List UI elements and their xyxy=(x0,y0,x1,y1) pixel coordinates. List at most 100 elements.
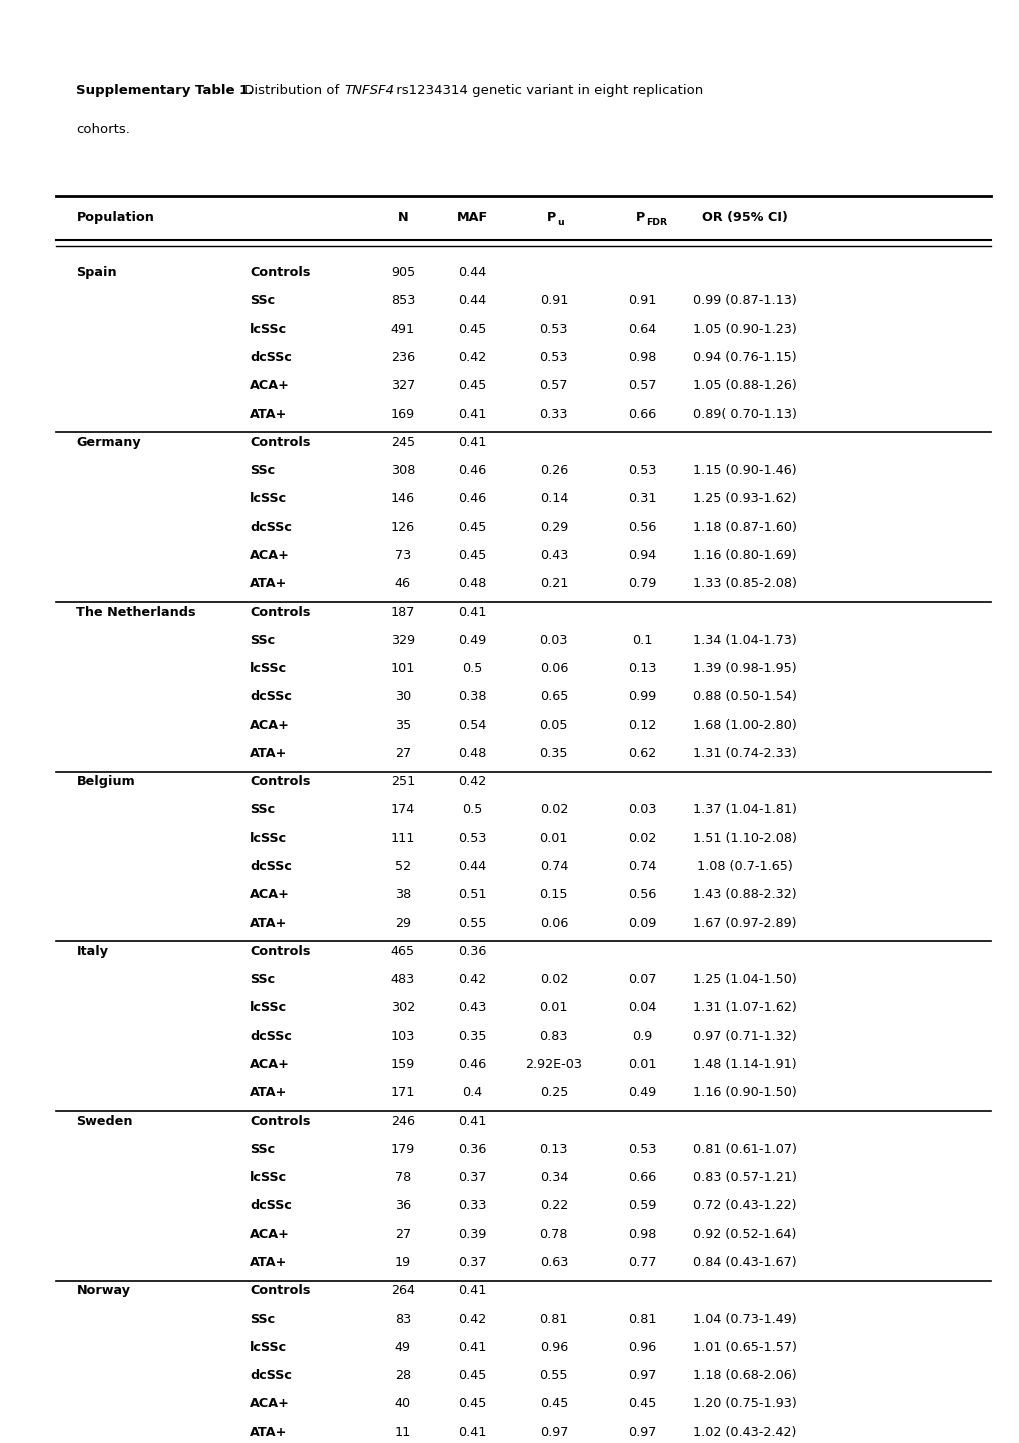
Text: 0.74: 0.74 xyxy=(628,860,656,873)
Text: Controls: Controls xyxy=(250,266,310,278)
Text: 0.59: 0.59 xyxy=(628,1199,656,1212)
Text: Controls: Controls xyxy=(250,945,310,958)
Text: 1.31 (1.07-1.62): 1.31 (1.07-1.62) xyxy=(692,1001,796,1014)
Text: dcSSc: dcSSc xyxy=(250,860,291,873)
Text: 1.16 (0.90-1.50): 1.16 (0.90-1.50) xyxy=(692,1087,796,1100)
Text: 0.49: 0.49 xyxy=(628,1087,656,1100)
Text: 327: 327 xyxy=(390,380,415,392)
Text: 0.56: 0.56 xyxy=(628,521,656,534)
Text: SSc: SSc xyxy=(250,633,275,646)
Text: 1.04 (0.73-1.49): 1.04 (0.73-1.49) xyxy=(692,1313,796,1326)
Text: 0.43: 0.43 xyxy=(458,1001,486,1014)
Text: 0.77: 0.77 xyxy=(628,1255,656,1268)
Text: 0.07: 0.07 xyxy=(628,973,656,986)
Text: 1.31 (0.74-2.33): 1.31 (0.74-2.33) xyxy=(692,747,796,760)
Text: TNFSF4: TNFSF4 xyxy=(344,84,394,97)
Text: SSc: SSc xyxy=(250,804,275,817)
Text: 0.5: 0.5 xyxy=(462,662,482,675)
Text: 0.97 (0.71-1.32): 0.97 (0.71-1.32) xyxy=(692,1030,796,1043)
Text: 0.41: 0.41 xyxy=(458,1341,486,1354)
Text: 0.45: 0.45 xyxy=(458,1397,486,1410)
Text: 0.97: 0.97 xyxy=(539,1426,568,1439)
Text: 78: 78 xyxy=(394,1172,411,1185)
Text: 11: 11 xyxy=(394,1426,411,1439)
Text: 251: 251 xyxy=(390,775,415,788)
Text: 1.33 (0.85-2.08): 1.33 (0.85-2.08) xyxy=(692,577,796,590)
Text: 1.25 (0.93-1.62): 1.25 (0.93-1.62) xyxy=(692,492,796,505)
Text: FDR: FDR xyxy=(645,218,666,227)
Text: ATA+: ATA+ xyxy=(250,916,287,929)
Text: 0.45: 0.45 xyxy=(539,1397,568,1410)
Text: Distribution of: Distribution of xyxy=(240,84,343,97)
Text: Norway: Norway xyxy=(76,1284,130,1297)
Text: 1.37 (1.04-1.81): 1.37 (1.04-1.81) xyxy=(692,804,796,817)
Text: 111: 111 xyxy=(390,831,415,844)
Text: SSc: SSc xyxy=(250,465,275,478)
Text: 0.02: 0.02 xyxy=(539,804,568,817)
Text: 0.46: 0.46 xyxy=(458,1058,486,1071)
Text: 0.36: 0.36 xyxy=(458,945,486,958)
Text: 0.12: 0.12 xyxy=(628,719,656,732)
Text: 146: 146 xyxy=(390,492,415,505)
Text: 0.45: 0.45 xyxy=(458,380,486,392)
Text: 1.18 (0.68-2.06): 1.18 (0.68-2.06) xyxy=(692,1369,796,1382)
Text: 1.20 (0.75-1.93): 1.20 (0.75-1.93) xyxy=(692,1397,796,1410)
Text: 308: 308 xyxy=(390,465,415,478)
Text: dcSSc: dcSSc xyxy=(250,351,291,364)
Text: SSc: SSc xyxy=(250,973,275,986)
Text: 0.06: 0.06 xyxy=(539,916,568,929)
Text: 0.5: 0.5 xyxy=(462,804,482,817)
Text: ACA+: ACA+ xyxy=(250,1397,289,1410)
Text: 905: 905 xyxy=(390,266,415,278)
Text: 0.04: 0.04 xyxy=(628,1001,656,1014)
Text: 0.49: 0.49 xyxy=(458,633,486,646)
Text: 0.89( 0.70-1.13): 0.89( 0.70-1.13) xyxy=(692,407,796,420)
Text: 1.39 (0.98-1.95): 1.39 (0.98-1.95) xyxy=(692,662,796,675)
Text: P: P xyxy=(635,211,644,224)
Text: 264: 264 xyxy=(390,1284,415,1297)
Text: 73: 73 xyxy=(394,548,411,561)
Text: rs1234314 genetic variant in eight replication: rs1234314 genetic variant in eight repli… xyxy=(391,84,703,97)
Text: ACA+: ACA+ xyxy=(250,1058,289,1071)
Text: 0.39: 0.39 xyxy=(458,1228,486,1241)
Text: ATA+: ATA+ xyxy=(250,1087,287,1100)
Text: 0.98: 0.98 xyxy=(628,1228,656,1241)
Text: 0.91: 0.91 xyxy=(628,294,656,307)
Text: Supplementary Table 1.: Supplementary Table 1. xyxy=(76,84,254,97)
Text: 0.99 (0.87-1.13): 0.99 (0.87-1.13) xyxy=(692,294,796,307)
Text: 0.41: 0.41 xyxy=(458,436,486,449)
Text: Controls: Controls xyxy=(250,775,310,788)
Text: lcSSc: lcSSc xyxy=(250,1172,286,1185)
Text: 0.98: 0.98 xyxy=(628,351,656,364)
Text: 179: 179 xyxy=(390,1143,415,1156)
Text: 0.53: 0.53 xyxy=(458,831,486,844)
Text: 0.05: 0.05 xyxy=(539,719,568,732)
Text: 0.91: 0.91 xyxy=(539,294,568,307)
Text: 83: 83 xyxy=(394,1313,411,1326)
Text: Controls: Controls xyxy=(250,1114,310,1127)
Text: 0.41: 0.41 xyxy=(458,1284,486,1297)
Text: 0.42: 0.42 xyxy=(458,1313,486,1326)
Text: ATA+: ATA+ xyxy=(250,1255,287,1268)
Text: 0.37: 0.37 xyxy=(458,1172,486,1185)
Text: 0.66: 0.66 xyxy=(628,1172,656,1185)
Text: 0.53: 0.53 xyxy=(628,1143,656,1156)
Text: 0.44: 0.44 xyxy=(458,860,486,873)
Text: 0.03: 0.03 xyxy=(628,804,656,817)
Text: 0.02: 0.02 xyxy=(539,973,568,986)
Text: dcSSc: dcSSc xyxy=(250,690,291,703)
Text: 169: 169 xyxy=(390,407,415,420)
Text: 0.79: 0.79 xyxy=(628,577,656,590)
Text: 0.97: 0.97 xyxy=(628,1369,656,1382)
Text: 0.14: 0.14 xyxy=(539,492,568,505)
Text: SSc: SSc xyxy=(250,1143,275,1156)
Text: 0.48: 0.48 xyxy=(458,747,486,760)
Text: 0.44: 0.44 xyxy=(458,266,486,278)
Text: 187: 187 xyxy=(390,606,415,619)
Text: 28: 28 xyxy=(394,1369,411,1382)
Text: 0.92 (0.52-1.64): 0.92 (0.52-1.64) xyxy=(692,1228,796,1241)
Text: 0.46: 0.46 xyxy=(458,465,486,478)
Text: u: u xyxy=(556,218,562,227)
Text: 0.57: 0.57 xyxy=(539,380,568,392)
Text: 329: 329 xyxy=(390,633,415,646)
